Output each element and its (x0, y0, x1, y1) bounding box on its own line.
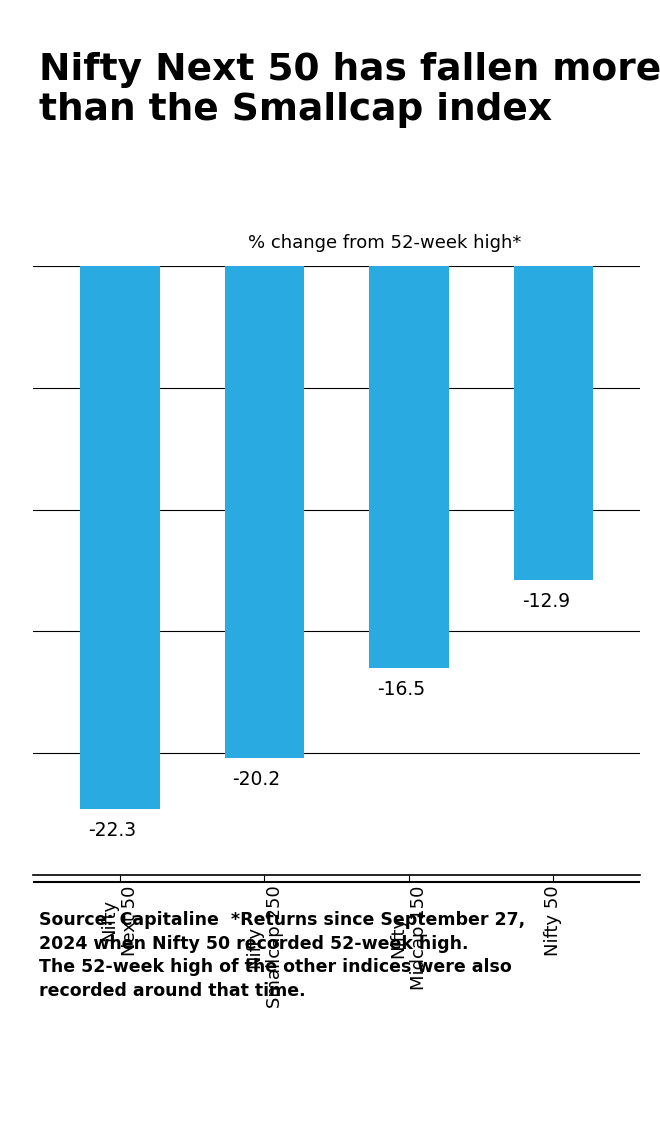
Text: % change from 52-week high*: % change from 52-week high* (248, 234, 522, 252)
Text: -16.5: -16.5 (377, 680, 425, 699)
Bar (224, 266, 304, 758)
Text: -22.3: -22.3 (88, 822, 136, 840)
Text: Nifty Next 50 has fallen more
than the Smallcap index: Nifty Next 50 has fallen more than the S… (39, 52, 660, 128)
Text: -20.2: -20.2 (232, 770, 280, 790)
Bar (369, 266, 449, 667)
Text: -12.9: -12.9 (521, 592, 570, 612)
Bar (80, 266, 160, 809)
Bar (513, 266, 593, 581)
Text: Source: Capitaline  *Returns since September 27,
2024 when Nifty 50 recorded 52-: Source: Capitaline *Returns since Septem… (39, 912, 525, 1000)
